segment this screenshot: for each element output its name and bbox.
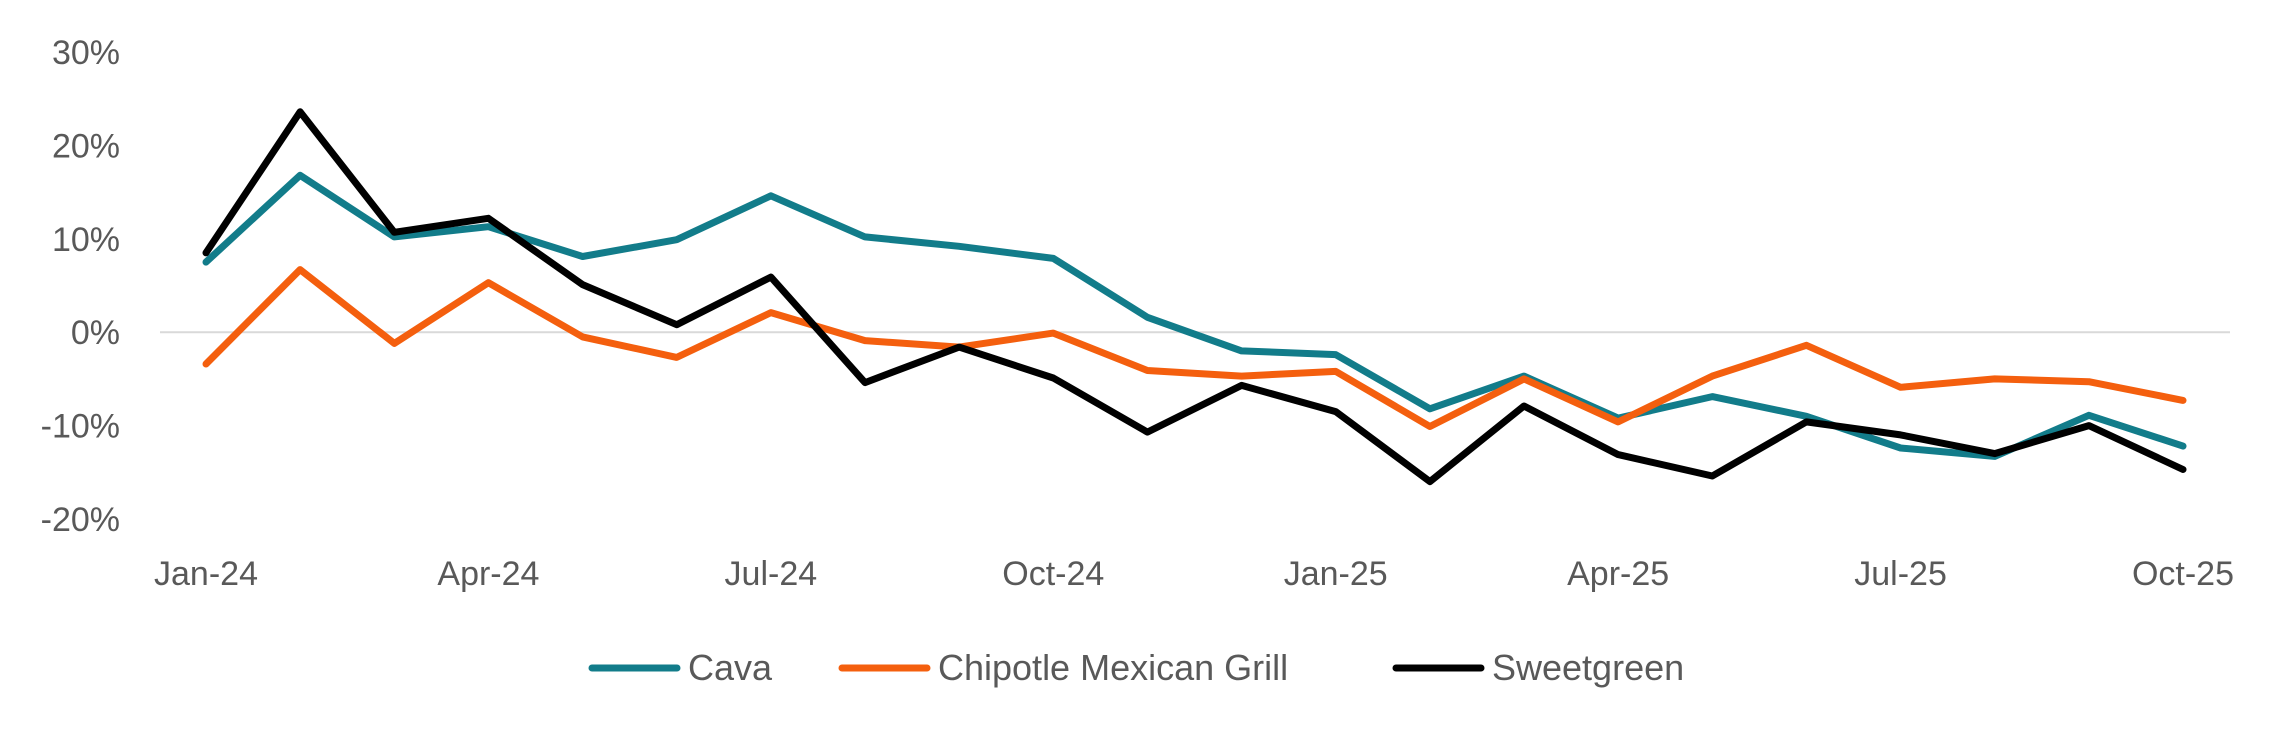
legend: Cava Chipotle Mexican Grill Sweetgreen	[588, 647, 1684, 688]
y-tick-label: 20%	[52, 127, 120, 165]
legend-label: Cava	[688, 647, 773, 688]
x-tick-label: Apr-24	[437, 555, 539, 593]
y-tick-label: 10%	[52, 221, 120, 259]
y-tick-label: -10%	[41, 408, 120, 446]
x-tick-label: Jan-24	[154, 555, 258, 593]
x-tick-label: Apr-25	[1567, 555, 1669, 593]
x-tick-label: Oct-24	[1002, 555, 1104, 593]
series-line-sweetgreen	[202, 108, 2187, 486]
x-tick-label: Jul-24	[725, 555, 818, 593]
y-axis: 30% 20% 10% 0% -10% -20%	[41, 34, 120, 539]
x-tick-label: Jul-25	[1854, 555, 1947, 593]
series-lines	[202, 108, 2187, 486]
y-tick-label: 30%	[52, 34, 120, 72]
x-tick-label: Oct-25	[2132, 555, 2234, 593]
x-axis: Jan-24 Apr-24 Jul-24 Oct-24 Jan-25 Apr-25 Jul-…	[154, 555, 2234, 593]
y-tick-label: -20%	[41, 501, 120, 539]
legend-label: Chipotle Mexican Grill	[938, 647, 1288, 688]
legend-item-cava: Cava	[588, 647, 773, 688]
series-line-chipotle-mexican-grill	[202, 266, 2187, 430]
legend-item-sweetgreen: Sweetgreen	[1392, 647, 1684, 688]
series-line-cava	[202, 171, 2187, 460]
y-tick-label: 0%	[71, 314, 120, 352]
legend-item-chipotle-mexican-grill: Chipotle Mexican Grill	[838, 647, 1288, 688]
legend-label: Sweetgreen	[1492, 647, 1684, 688]
x-tick-label: Jan-25	[1284, 555, 1388, 593]
